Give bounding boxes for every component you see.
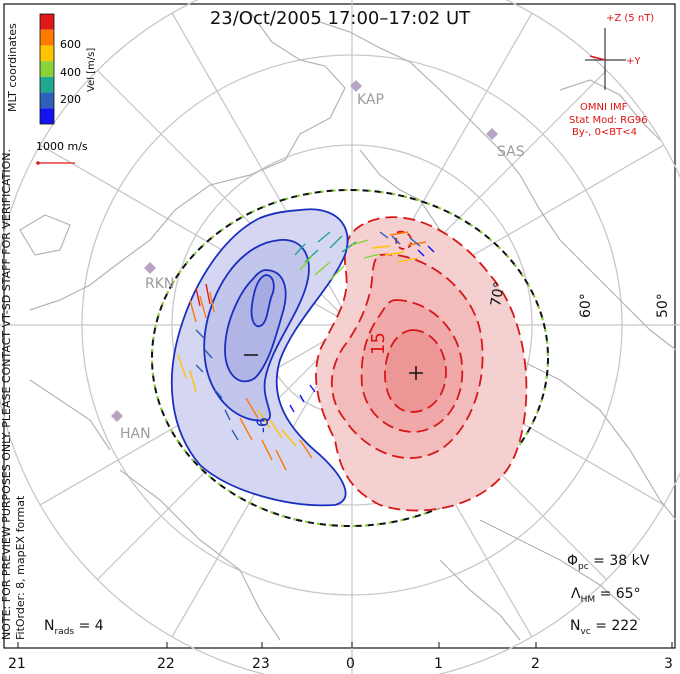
mlt-label-0: 0 xyxy=(346,656,355,672)
station-rkn: RKN xyxy=(145,276,175,292)
colorbar-segment xyxy=(40,76,54,93)
nvc-stat: Nvc = 222 xyxy=(570,618,639,637)
colorbar-label: Vel [m/s] xyxy=(86,47,97,92)
colorbar-segment xyxy=(40,61,54,77)
max-potential-marker xyxy=(409,366,423,380)
mlt-label-2: 2 xyxy=(531,656,540,672)
phi-pc-stat: Φpc = 38 kV xyxy=(567,553,650,572)
preview-note: NOTE: FOR PREVIEW PURPOSES ONLY. PLEASE … xyxy=(0,148,13,640)
mlt-coordinates-note: MLT coordinates xyxy=(6,23,19,112)
station-sas: SAS xyxy=(497,144,525,160)
colorbar-segment xyxy=(40,29,54,46)
imf-by-label: +Y xyxy=(626,56,641,67)
contour-label-positive: 15 xyxy=(368,332,389,355)
mlt-label-22: 22 xyxy=(157,656,175,672)
contour-label-negative: -6 xyxy=(253,417,272,433)
fit-order-note: FitOrder: 8, mapEX format xyxy=(14,495,27,640)
imf-source: OMNI IMF xyxy=(580,102,628,113)
colorbar-segment xyxy=(40,92,54,109)
negative-potential-cell xyxy=(170,208,349,507)
velocity-vectors xyxy=(177,231,435,471)
mlt-ticks xyxy=(17,642,673,648)
imf-bz-label: +Z (5 nT) xyxy=(606,13,655,24)
imf-condition: By-, 0<BT<4 xyxy=(572,127,638,138)
mlt-label-23: 23 xyxy=(252,656,270,672)
colorbar-segment xyxy=(40,108,54,124)
positive-potential-cell xyxy=(315,216,528,512)
station-markers xyxy=(111,80,498,422)
latitude-60: 60° xyxy=(578,293,594,318)
colorbar-segment xyxy=(40,45,54,62)
heppner-maynard-boundary xyxy=(151,189,549,527)
lambda-hm-stat: ΛHM = 65° xyxy=(571,586,641,605)
stat-model: Stat Mod: RG96 xyxy=(569,115,648,126)
colorbar-tick-400: 400 xyxy=(60,66,81,79)
mlt-label-3: 3 xyxy=(664,656,673,672)
colorbar-tick-600: 600 xyxy=(60,38,81,51)
station-kap: KAP xyxy=(357,92,384,108)
scale-label: 1000 m/s xyxy=(36,140,88,153)
latitude-50: 50° xyxy=(655,293,671,318)
velocity-colorbar xyxy=(39,13,55,125)
mlt-label-1: 1 xyxy=(434,656,443,672)
colorbar-tick-200: 200 xyxy=(60,93,81,106)
mlt-label-21: 21 xyxy=(8,656,26,672)
colorbar-segment xyxy=(40,14,54,30)
coastlines xyxy=(19,11,677,641)
nrads-stat: Nrads = 4 xyxy=(44,618,104,637)
imf-indicator xyxy=(585,28,626,90)
station-han: HAN xyxy=(120,426,151,442)
map-title: 23/Oct/2005 17:00–17:02 UT xyxy=(209,8,471,29)
